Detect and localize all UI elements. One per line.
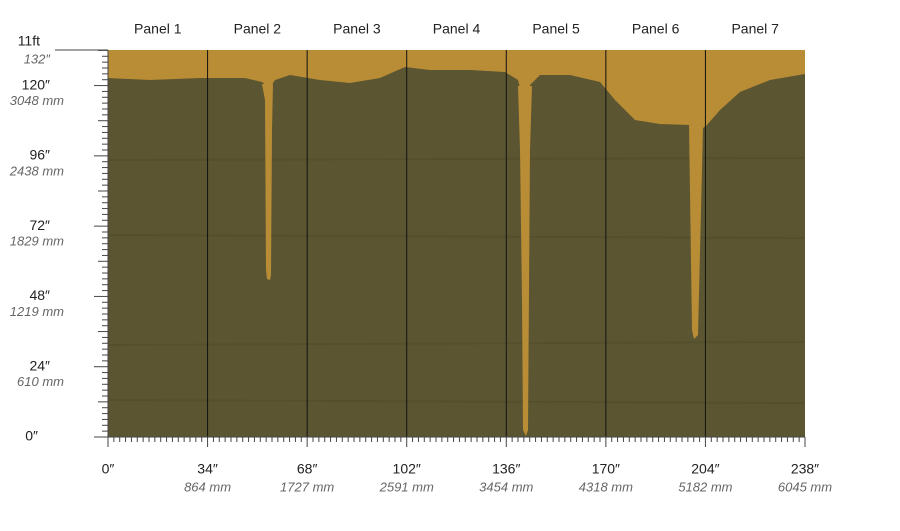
y-top-label: 11ft	[18, 33, 40, 49]
y-mm-label: 2438 mm	[9, 163, 64, 178]
y-mm-label: 1829 mm	[10, 234, 64, 249]
x-zero-label: 0″	[102, 461, 115, 477]
drip	[518, 86, 532, 436]
stripe	[107, 341, 806, 346]
y-top-inches: 132″	[24, 51, 51, 66]
y-inch-label: 24″	[29, 357, 50, 373]
x-mm-label: 1727 mm	[280, 479, 334, 494]
y-mm-label: 3048 mm	[10, 93, 64, 108]
x-mm-label: 5182 mm	[678, 479, 732, 494]
stripe	[107, 234, 806, 239]
panel-label: Panel 2	[234, 21, 282, 37]
panel-label: Panel 3	[333, 21, 381, 37]
x-mm-label: 2591 mm	[379, 479, 434, 494]
texture-stripes	[107, 157, 806, 404]
x-inch-label: 102″	[393, 461, 421, 477]
y-mm-label: 1219 mm	[10, 304, 64, 319]
y-zero-label: 0″	[25, 428, 38, 444]
x-inch-label: 238″	[791, 461, 819, 477]
panel-label: Panel 7	[731, 21, 779, 37]
x-inch-label: 136″	[492, 461, 520, 477]
x-inch-label: 170″	[592, 461, 620, 477]
x-inch-label: 34″	[197, 461, 218, 477]
stripe	[107, 399, 806, 404]
panel-label: Panel 4	[433, 21, 481, 37]
x-mm-label: 4318 mm	[579, 479, 633, 494]
y-inch-label: 120″	[22, 76, 50, 92]
x-mm-label: 864 mm	[184, 479, 231, 494]
panel-label: Panel 6	[632, 21, 680, 37]
y-inch-label: 48″	[29, 287, 50, 303]
x-inch-label: 204″	[691, 461, 719, 477]
x-mm-label: 3454 mm	[479, 479, 533, 494]
x-inch-label: 68″	[297, 461, 318, 477]
stripe	[107, 157, 806, 161]
labels-and-rulers: Panel 1 Panel 2 Panel 3 Panel 4 Panel 5 Panel…	[9, 21, 832, 495]
panel-label: Panel 1	[134, 21, 182, 37]
y-mm-label: 610 mm	[17, 374, 64, 389]
y-inch-label: 72″	[29, 217, 50, 233]
drip	[262, 84, 273, 280]
panel-label: Panel 5	[532, 21, 580, 37]
x-mm-label: 6045 mm	[778, 479, 832, 494]
drip	[689, 124, 703, 339]
y-inch-label: 96″	[29, 147, 50, 163]
